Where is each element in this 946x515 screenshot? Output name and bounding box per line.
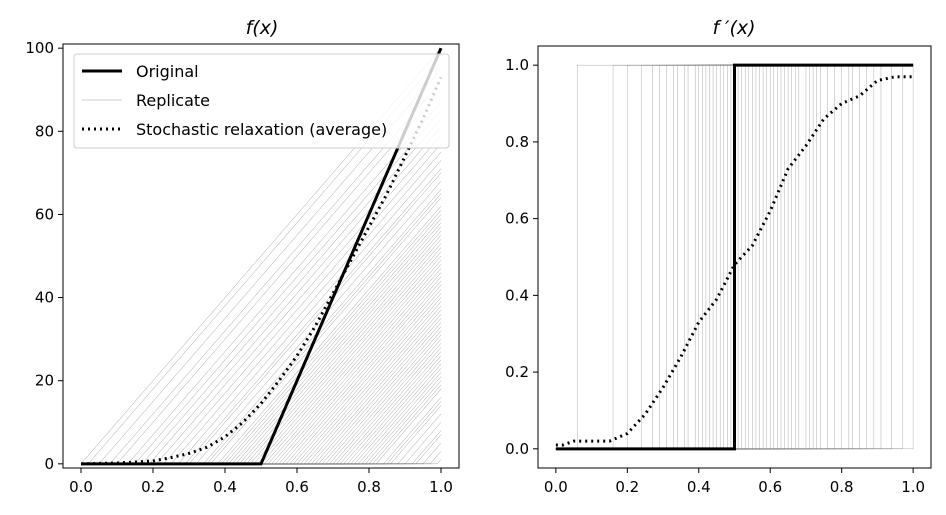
legend-label-replicate: Replicate <box>136 91 210 110</box>
left-replicate-line <box>81 301 442 465</box>
left-replicate-line <box>81 376 442 465</box>
right-plot-area: 0.0 0.2 0.4 0.6 0.8 1.0 0.0 0.2 0.4 0.6 0.8 1.0 <box>505 45 932 496</box>
left-replicate-line <box>81 368 442 465</box>
left-replicate-line <box>81 193 442 465</box>
right-original-line <box>555 63 914 451</box>
legend-box <box>73 53 450 149</box>
left-replicate-line <box>81 293 442 465</box>
left-y-tick-label: 0 <box>44 455 54 473</box>
left-x-tick-label: 0.0 <box>69 478 93 496</box>
left-replicate-line <box>81 401 442 465</box>
left-x-tick-label: 0.6 <box>285 478 309 496</box>
left-y-tick-label: 60 <box>35 205 54 223</box>
legend: Original Replicate Stochastic relaxation… <box>73 53 450 149</box>
left-y-tick-label: 40 <box>35 289 54 307</box>
left-replicate-line <box>81 251 442 465</box>
left-replicate-line <box>81 260 442 465</box>
left-replicate-line <box>81 276 442 465</box>
left-replicate-line <box>81 235 442 465</box>
left-replicate-line <box>81 384 442 465</box>
left-axes-frame <box>62 43 460 469</box>
right-y-tick-label: 1.0 <box>505 56 529 74</box>
left-average-line <box>80 76 443 466</box>
left-x-tick-label: 0.2 <box>141 478 165 496</box>
left-replicate-line <box>81 218 442 465</box>
right-x-tick-label: 1.0 <box>901 478 925 496</box>
left-replicate-line <box>81 334 442 465</box>
left-replicate-line <box>81 359 442 465</box>
right-y-tick-label: 0.8 <box>505 133 529 151</box>
right-y-tick-label: 0.4 <box>505 286 529 304</box>
right-x-tick-label: 0.6 <box>758 478 782 496</box>
left-original-line <box>81 47 443 466</box>
left-replicate-line <box>81 309 442 465</box>
legend-label-original: Original <box>136 62 199 81</box>
right-chart-title: f ′(x) <box>712 17 755 39</box>
right-y-tick-label: 0.6 <box>505 210 529 228</box>
left-x-tick-label: 0.8 <box>357 478 381 496</box>
left-replicate-line <box>81 168 442 465</box>
right-x-tick-label: 0.0 <box>544 478 568 496</box>
left-y-tick-label: 80 <box>35 122 54 140</box>
left-replicate-line <box>81 151 442 465</box>
legend-label-stochastic: Stochastic relaxation (average) <box>136 120 387 139</box>
left-replicate-line <box>81 110 442 465</box>
right-y-tick-label: 0.2 <box>505 363 529 381</box>
left-replicate-line <box>81 226 442 465</box>
right-y-tick-label: 0.0 <box>505 440 529 458</box>
left-replicate-line <box>81 284 442 465</box>
right-x-tick-label: 0.2 <box>615 478 639 496</box>
left-replicate-line <box>81 135 442 465</box>
left-chart-title: f(x) <box>246 17 279 39</box>
left-x-tick-label: 1.0 <box>429 478 453 496</box>
right-chart-panel: f ′(x) 0.0 0.2 0.4 0.6 0.8 1.0 0.0 0.2 0.4 0.6 0.8… <box>505 17 932 496</box>
right-average-line <box>555 75 914 447</box>
left-y-tick-label: 100 <box>25 39 54 57</box>
left-x-tick-label: 0.4 <box>213 478 237 496</box>
right-axes-frame <box>537 45 932 469</box>
left-replicate-line <box>81 343 442 465</box>
left-y-tick-label: 20 <box>35 372 54 390</box>
left-replicate-line <box>81 318 442 465</box>
right-x-tick-label: 0.4 <box>687 478 711 496</box>
left-plot-area: 0.0 0.2 0.4 0.6 0.8 1.0 0 20 40 60 80 100 <box>25 39 460 496</box>
left-chart-panel: f(x) 0.0 0.2 0.4 0.6 0.8 1.0 0 20 40 60 80 100 <box>25 17 460 496</box>
left-replicate-line <box>81 210 442 465</box>
left-replicate-line <box>81 127 442 465</box>
right-x-tick-label: 0.8 <box>830 478 854 496</box>
